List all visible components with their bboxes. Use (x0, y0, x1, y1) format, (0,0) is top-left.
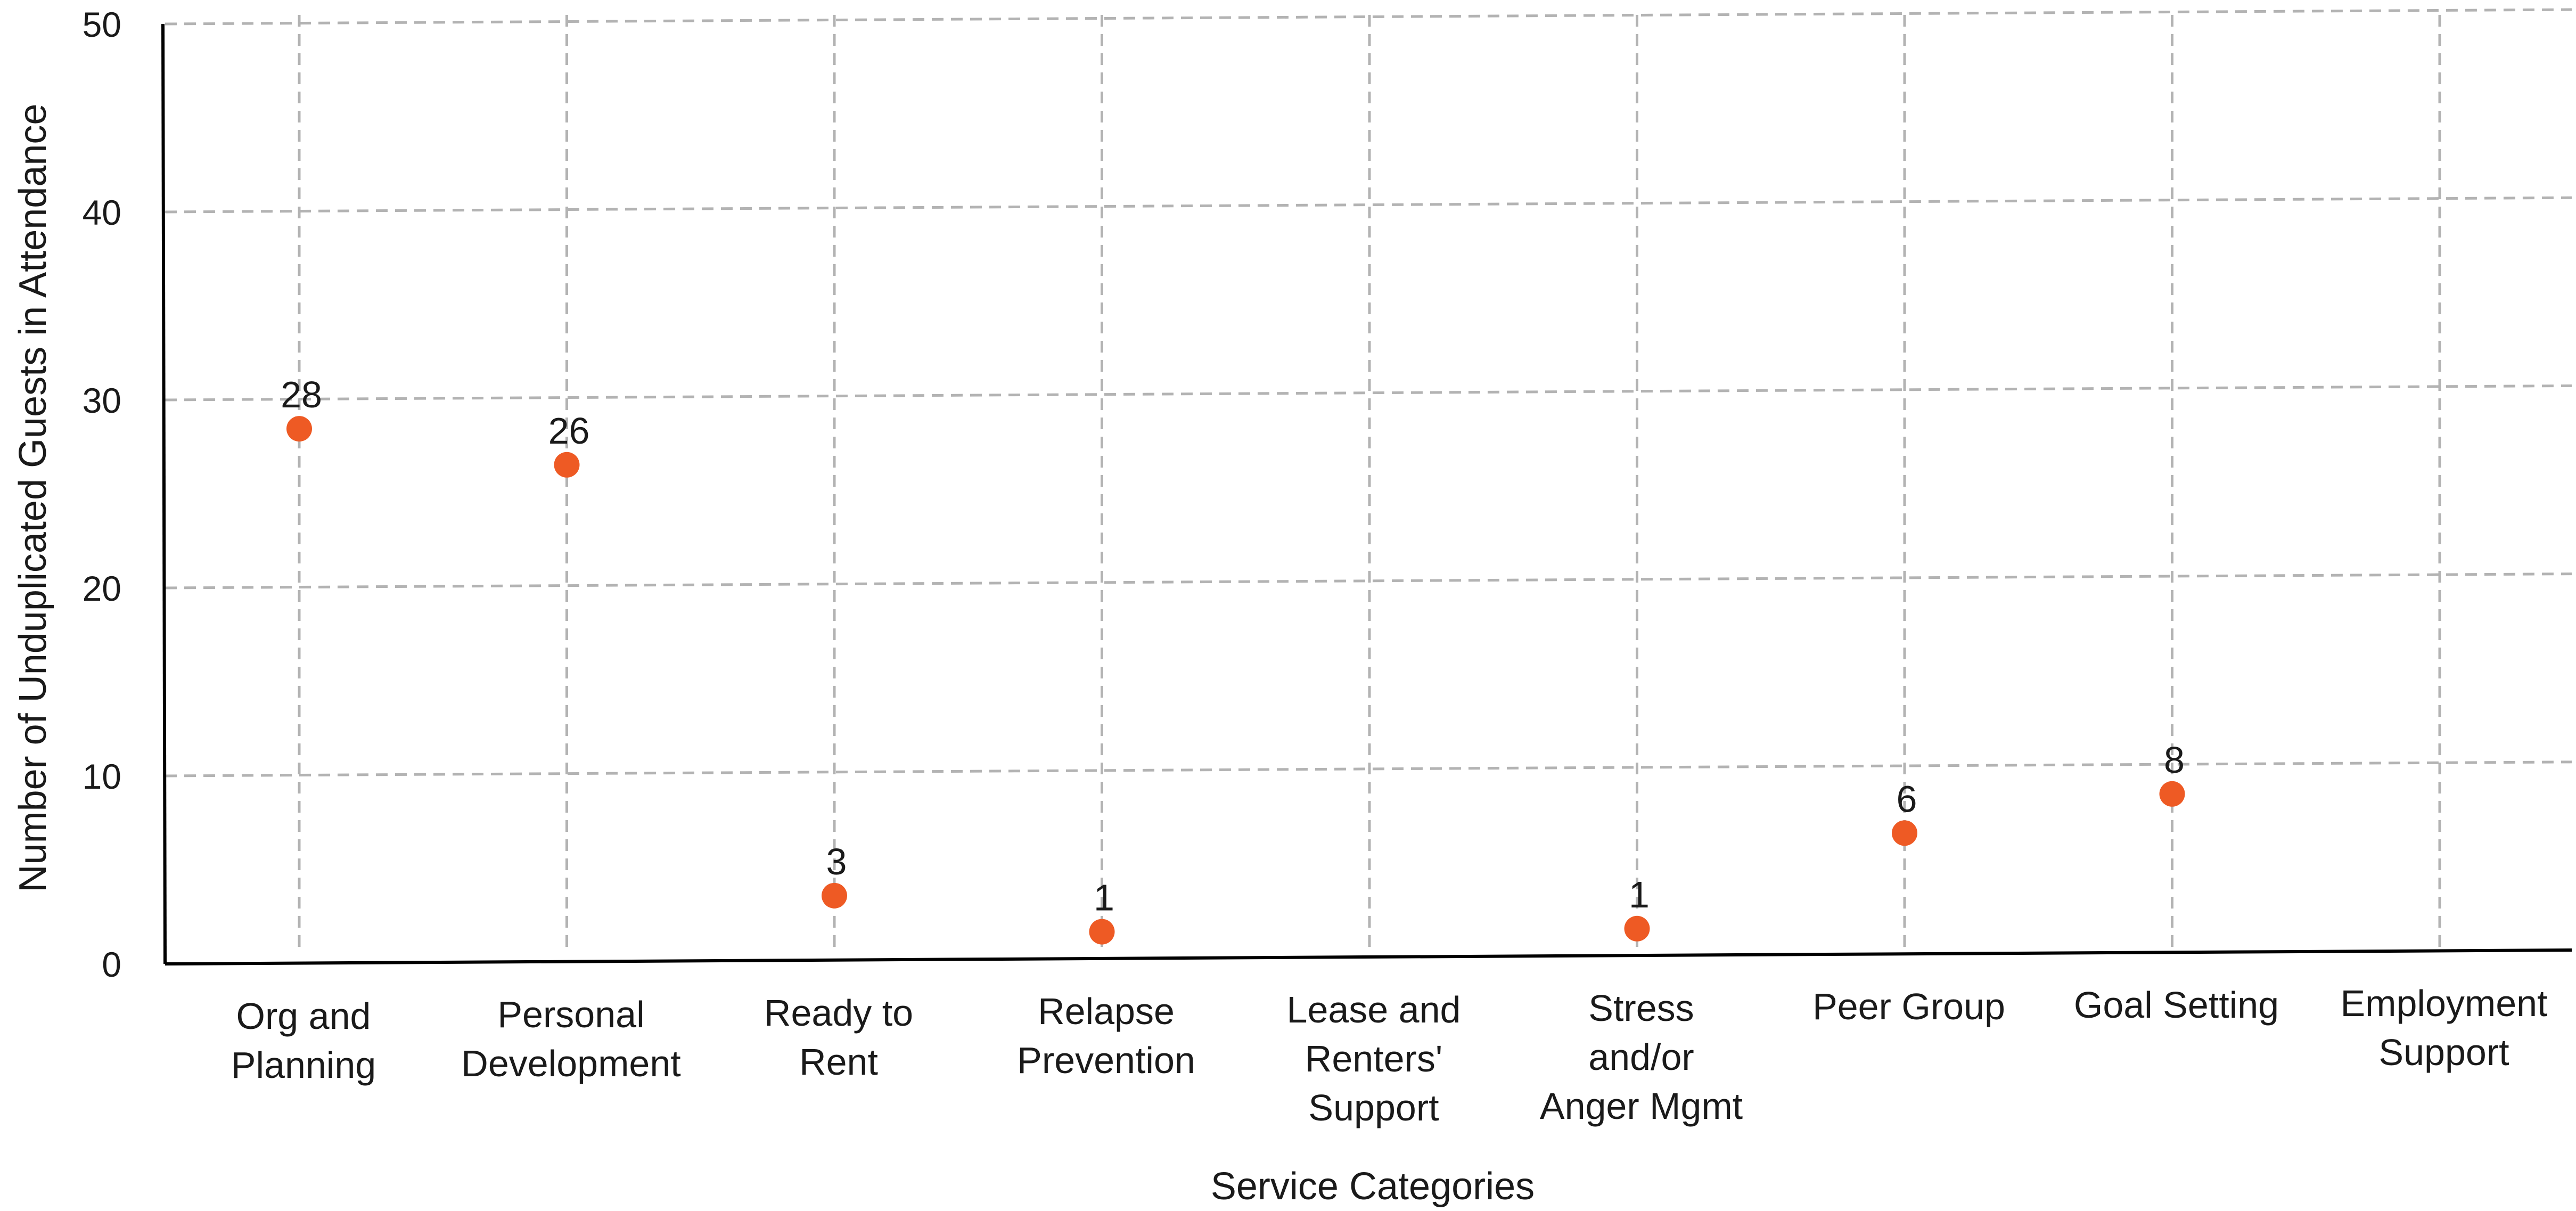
data-point (2159, 781, 2185, 807)
x-category-label: Ready to Rent (764, 992, 913, 1083)
data-points (286, 416, 2185, 945)
grid-layer (165, 8, 2572, 948)
x-axis-line (165, 948, 2572, 965)
y-axis-line (161, 23, 167, 964)
data-point (1892, 820, 1917, 846)
data-label: 3 (826, 841, 847, 882)
data-label: 1 (1094, 877, 1114, 919)
data-label: 1 (1629, 874, 1650, 915)
data-point (822, 882, 847, 909)
y-axis-title: Number of Unduplicated Guests in Attenda… (12, 104, 54, 893)
y-tick-label: 20 (83, 569, 121, 608)
y-tick-labels: 0 10 20 30 40 50 (83, 5, 121, 984)
data-point (554, 452, 580, 478)
x-category-label: Stress and/or Anger Mgmt (1540, 987, 1743, 1127)
data-label: 8 (2164, 739, 2185, 781)
data-label: 6 (1897, 778, 1917, 820)
y-tick-label: 10 (83, 757, 121, 796)
x-category-label: Peer Group (1812, 986, 2005, 1027)
y-tick-label: 0 (102, 945, 121, 984)
x-category-label: Relapse Prevention (1017, 991, 1195, 1081)
x-category-label: Employment Support (2340, 983, 2547, 1073)
y-tick-label: 50 (83, 5, 121, 44)
x-category-label: Goal Setting (2074, 984, 2279, 1026)
x-axis-title: Service Categories (1211, 1165, 1535, 1208)
data-label: 28 (281, 374, 322, 415)
y-tick-label: 30 (83, 381, 121, 420)
y-tick-label: 40 (83, 193, 121, 232)
x-category-label: Org and Planning (231, 995, 376, 1086)
x-category-label: Lease and Renters' Support (1287, 989, 1461, 1128)
x-category-labels: Org and Planning Personal Development Ready … (231, 983, 2548, 1128)
x-category-label: Personal Development (461, 994, 680, 1084)
data-point (286, 416, 312, 442)
data-point (1089, 919, 1115, 945)
data-label: 26 (548, 410, 590, 452)
data-point (1624, 915, 1650, 942)
axis-layer (161, 23, 2572, 965)
data-labels: 28 26 3 1 1 6 8 (281, 374, 2185, 918)
